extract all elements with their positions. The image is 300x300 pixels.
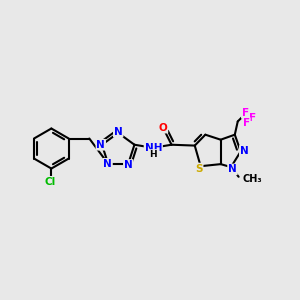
Text: N: N bbox=[96, 140, 105, 150]
Text: F: F bbox=[250, 113, 256, 124]
Text: S: S bbox=[195, 164, 202, 173]
Text: H: H bbox=[149, 150, 157, 159]
Text: NH: NH bbox=[145, 143, 162, 153]
Text: O: O bbox=[159, 123, 167, 133]
Text: N: N bbox=[228, 164, 237, 174]
Text: N: N bbox=[114, 127, 123, 137]
Text: N: N bbox=[103, 159, 112, 169]
Text: N: N bbox=[240, 146, 249, 156]
Text: N: N bbox=[124, 160, 133, 170]
Text: F: F bbox=[242, 108, 249, 118]
Text: Cl: Cl bbox=[44, 177, 56, 187]
Text: CH₃: CH₃ bbox=[242, 174, 262, 184]
Text: F: F bbox=[243, 118, 250, 128]
